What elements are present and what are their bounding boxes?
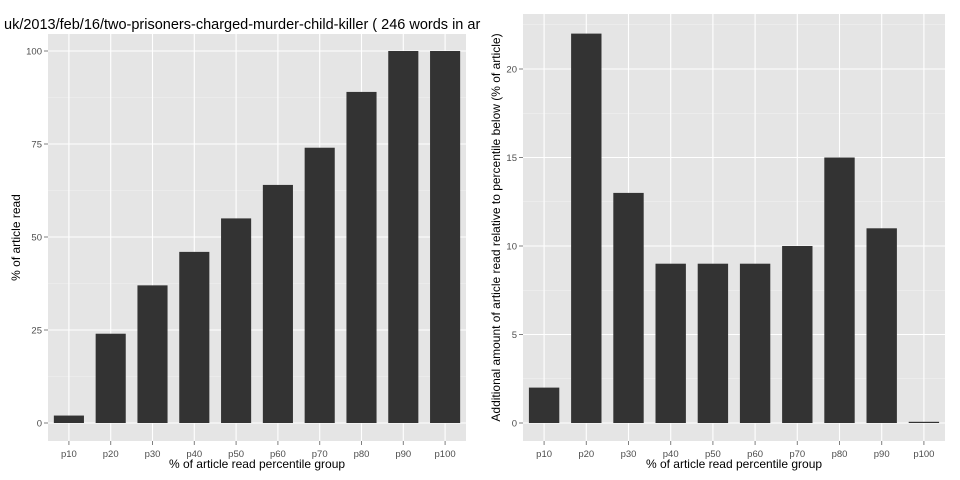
y-tick-label: 100 [26,47,42,58]
x-tick-label: p80 [832,449,848,460]
y-tick-label: 75 [31,140,42,151]
y-tick-label: 15 [506,153,517,164]
right-x-ticks: p10 p20 p30 p40 p50 p60 p70 p80 p90 p100 [536,441,934,460]
x-tick-label: p70 [789,449,805,460]
bar-p10 [528,387,560,423]
right-chart: 0 5 10 15 20 p10 p20 p30 p40 p50 p60 p70 p80 p90 p100… [489,14,945,471]
x-tick-label: p50 [228,449,244,460]
bar-p20 [95,333,126,423]
bar-p90 [866,228,897,423]
left-chart-title: uk/2013/feb/16/two-prisoners-charged-mur… [4,17,480,33]
x-tick-label: p60 [270,449,286,460]
x-tick-label: p20 [578,449,594,460]
right-y-ticks: 0 5 10 15 20 [506,65,523,430]
left-x-axis-label: % of article read percentile group [169,457,345,471]
x-tick-label: p10 [536,449,552,460]
x-tick-label: p30 [145,449,161,460]
x-tick-label: p100 [913,449,934,460]
right-x-axis-label: % of article read percentile group [646,457,822,471]
y-tick-label: 5 [512,330,517,341]
y-tick-label: 25 [31,326,42,337]
bar-p80 [824,157,855,423]
bar-p100 [430,51,461,423]
right-bars [528,33,940,423]
x-tick-label: p50 [705,449,721,460]
bar-p60 [739,263,771,423]
bar-p70 [782,246,813,423]
bar-p30 [613,192,644,423]
x-tick-label: p40 [186,449,202,460]
bar-p20 [571,33,602,423]
x-tick-label: p60 [747,449,763,460]
bar-p10 [53,415,84,423]
x-tick-label: p30 [621,449,637,460]
x-tick-label: p20 [103,449,119,460]
x-tick-label: p70 [312,449,328,460]
y-tick-label: 0 [512,419,517,430]
left-x-ticks: p10 p20 p30 p40 p50 p60 p70 p80 p90 p100 [61,441,456,460]
y-tick-label: 20 [506,65,517,76]
x-tick-label: p90 [874,449,890,460]
x-tick-label: p40 [663,449,679,460]
bar-p70 [304,147,335,423]
x-tick-label: p10 [61,449,77,460]
bar-p40 [655,263,686,423]
right-y-axis-label: Additional amount of article read relati… [489,33,503,421]
left-chart: uk/2013/feb/16/two-prisoners-charged-mur… [4,17,480,471]
bar-p40 [179,251,210,423]
bar-p50 [221,218,252,423]
x-tick-label: p90 [395,449,411,460]
bar-p30 [137,285,168,423]
bar-p90 [388,51,419,423]
y-tick-label: 10 [506,242,517,253]
x-tick-label: p100 [435,449,456,460]
bar-p50 [697,263,729,423]
y-tick-label: 0 [37,419,42,430]
bar-p100 [908,421,940,423]
left-bars [53,51,461,424]
bar-p60 [262,184,293,423]
bar-p80 [346,91,377,424]
x-tick-label: p80 [354,449,370,460]
left-y-axis-label: % of article read [9,194,23,281]
y-tick-label: 50 [31,233,42,244]
left-y-ticks: 0 25 50 75 100 [26,47,48,430]
